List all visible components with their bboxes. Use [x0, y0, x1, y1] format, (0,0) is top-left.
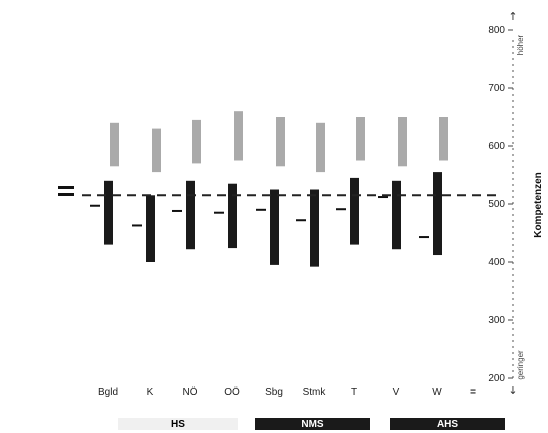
category-label: OÖ: [224, 386, 240, 398]
category-label: V: [393, 387, 400, 398]
y-top-note: höher: [516, 34, 525, 55]
overall-marker-top: [58, 186, 74, 189]
upper-bar: [398, 117, 407, 167]
range-bar: [270, 189, 279, 265]
school-band-nms: NMS: [255, 418, 370, 430]
upper-bar: [152, 128, 161, 173]
upper-bar: [234, 111, 243, 161]
category-label: K: [147, 387, 154, 398]
range-bar: [186, 180, 195, 250]
range-bar: [104, 180, 113, 245]
category-label: T: [351, 387, 357, 398]
y-bottom-note: geringer: [516, 350, 525, 380]
y-tick-label: 400: [488, 257, 505, 268]
y-tick-label: 500: [488, 199, 505, 210]
range-bar: [433, 172, 442, 256]
upper-bar: [276, 117, 285, 167]
range-bar: [310, 189, 319, 267]
y-tick-label: 300: [488, 315, 505, 326]
upper-bar: [192, 119, 201, 164]
upper-bar: [110, 122, 119, 167]
school-label-hs: HS: [171, 418, 185, 430]
upper-bar: [439, 117, 448, 161]
school-label-nms: NMS: [301, 418, 324, 430]
y-tick-label: 200: [488, 373, 505, 384]
range-bar: [350, 177, 359, 245]
y-tick-label: 700: [488, 83, 505, 94]
upper-bar: [356, 117, 365, 161]
range-bar: [146, 195, 155, 262]
category-labels: Bgld K NÖ OÖ Sbg Stmk T V W: [98, 386, 442, 398]
school-band-hs: HS: [118, 418, 238, 430]
category-label: W: [432, 387, 442, 398]
category-label: Stmk: [303, 387, 327, 398]
y-tick-label: 800: [488, 25, 505, 36]
mean-markers: [90, 196, 429, 239]
school-band-ahs: AHS: [390, 418, 505, 430]
y-ticks: 200 300 400 500 600 700 800: [488, 25, 513, 384]
category-label: Bgld: [98, 387, 118, 398]
y-axis-title: Kompetenzen: [533, 172, 544, 238]
school-label-ahs: AHS: [436, 418, 459, 430]
main-bars: [104, 172, 442, 267]
upper-bar: [316, 122, 325, 173]
arrow-down-icon: ↓: [508, 384, 517, 397]
y-tick-label: 600: [488, 141, 505, 152]
category-label: NÖ: [183, 386, 198, 398]
category-label: Sbg: [265, 387, 283, 398]
range-bar: [392, 180, 401, 250]
upper-bars: [110, 111, 448, 173]
overall-marker-label: =: [470, 387, 476, 398]
arrow-up-icon: ↑: [508, 10, 517, 23]
overall-marker-bottom: [58, 193, 74, 196]
range-bar: [228, 183, 237, 249]
